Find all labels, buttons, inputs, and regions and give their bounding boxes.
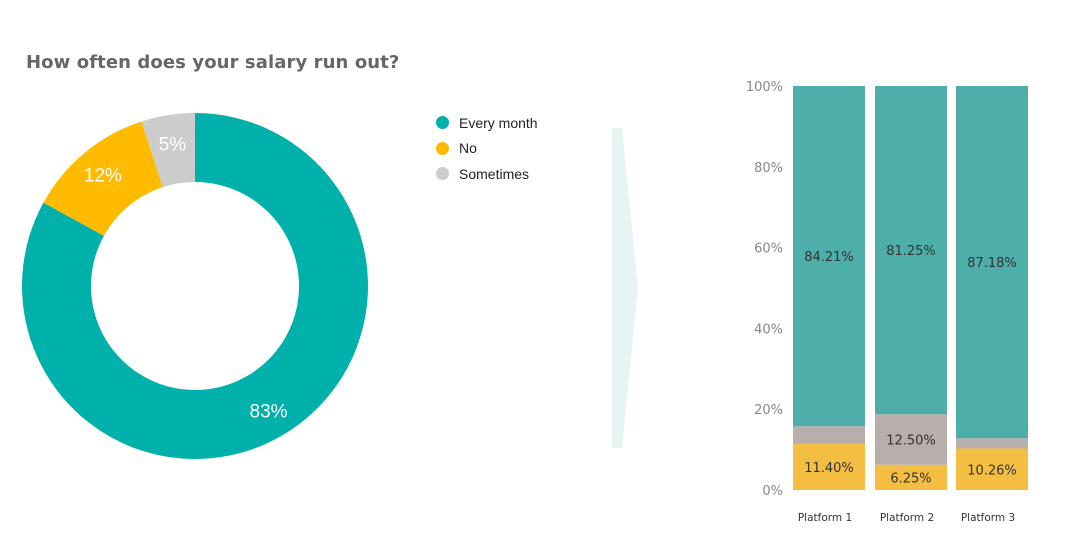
bar-data-label: 87.18% <box>967 256 1017 271</box>
bar-data-label: 11.40% <box>804 461 854 476</box>
donut-slice-label: 83% <box>250 401 288 422</box>
y-tick-label: 0% <box>762 484 783 499</box>
legend-dot-icon <box>436 116 449 130</box>
bar-segment <box>956 438 1028 449</box>
bar-segment <box>875 86 947 415</box>
bar-segment <box>793 443 865 490</box>
donut-slice-sometimes <box>141 113 195 188</box>
y-tick-label: 20% <box>754 403 783 418</box>
legend-label: No <box>459 140 477 157</box>
bar-data-label: 84.21% <box>804 250 854 265</box>
bar-segment <box>875 414 947 465</box>
legend: Every month No Sometimes <box>436 110 538 187</box>
y-tick-label: 100% <box>746 80 783 95</box>
legend-item: Every month <box>436 110 538 136</box>
donut-slice-every-month <box>21 113 368 460</box>
bar-segment <box>793 426 865 444</box>
legend-item: No <box>436 136 538 162</box>
bar-segment <box>956 448 1028 490</box>
legend-item: Sometimes <box>436 161 538 187</box>
y-tick-label: 80% <box>754 161 783 176</box>
x-category-label: Platform 2 <box>880 512 934 524</box>
chevron-arrow-icon <box>612 128 638 448</box>
legend-dot-icon <box>436 167 449 181</box>
bar-data-label: 81.25% <box>886 244 936 259</box>
bar-data-label: 6.25% <box>890 471 931 486</box>
bar-data-label: 12.50% <box>886 434 936 449</box>
donut-slice-no <box>43 121 163 236</box>
y-tick-label: 40% <box>754 322 783 337</box>
donut-slice-label: 12% <box>84 166 122 187</box>
bar-segment <box>956 86 1028 439</box>
chart-title: How often does your salary run out? <box>26 52 400 73</box>
x-category-label: Platform 3 <box>961 512 1015 524</box>
legend-label: Every month <box>459 114 538 131</box>
y-tick-label: 60% <box>754 242 783 257</box>
bar-segment <box>875 464 947 490</box>
x-category-label: Platform 1 <box>798 512 852 524</box>
donut-chart: 83% 12% 5% <box>21 113 368 460</box>
bar-data-label: 10.26% <box>967 463 1017 478</box>
legend-label: Sometimes <box>459 165 530 182</box>
legend-dot-icon <box>436 141 449 155</box>
donut-slice-label: 5% <box>159 134 187 155</box>
bar-segment <box>793 86 865 427</box>
